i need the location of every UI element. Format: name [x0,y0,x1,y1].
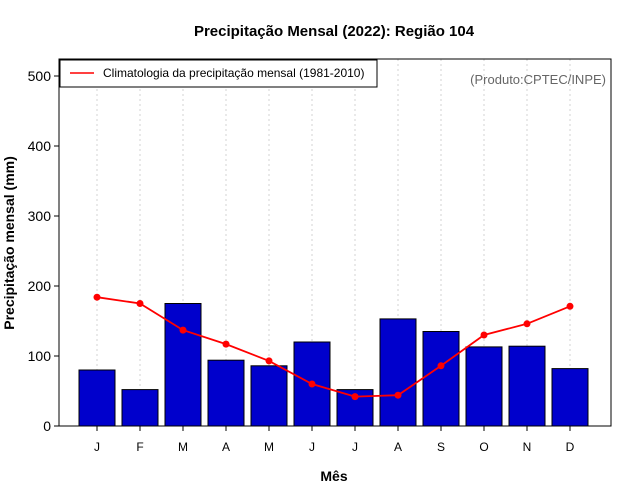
climatology-point-2 [179,326,187,334]
bar-7 [379,318,417,427]
y-tick-label-3: 300 [28,208,52,224]
y-tick-label-1: 100 [28,348,52,364]
product-credit: (Produto:CPTEC/INPE) [470,72,606,87]
y-tick-label-0: 0 [43,418,51,434]
y-tick-label-4: 400 [28,138,52,154]
climatology-point-11 [566,302,574,310]
x-tick-label-9: O [479,440,488,454]
climatology-point-4 [265,357,273,365]
bar-8 [422,331,460,427]
bars [78,303,589,427]
climatology-point-7 [394,391,402,399]
chart-title: Precipitação Mensal (2022): Região 104 [194,23,475,40]
x-tick-label-7: A [394,440,402,454]
x-axis-title: Mês [320,468,347,484]
climatology-point-6 [351,393,359,401]
x-tick-label-11: D [566,440,575,454]
climatology-point-5 [308,380,316,388]
x-tick-label-3: A [222,440,230,454]
bar-10 [508,345,546,427]
x-tick-label-6: J [352,440,358,454]
x-tick-label-8: S [437,440,445,454]
plot-frame [58,58,612,427]
y-axis-title: Precipitação mensal (mm) [1,156,17,330]
x-tick-label-4: M [264,440,274,454]
climatology-point-0 [93,293,101,301]
climatology-point-1 [136,300,144,307]
bar-2 [164,303,202,427]
bar-0 [78,369,116,427]
legend-label-climatology: Climatologia da precipitação mensal (198… [103,66,364,80]
bar-3 [207,359,245,427]
legend: Climatologia da precipitação mensal (198… [59,59,378,88]
climatology-point-10 [523,320,531,328]
y-tick-label-2: 200 [28,278,52,294]
bar-4 [250,365,288,427]
legend-box [59,59,378,88]
bar-11 [551,368,589,427]
climatology-line [96,296,571,398]
x-tick-label-2: M [178,440,188,454]
bar-9 [465,346,503,427]
climatology-point-9 [480,331,488,339]
climatology-point-3 [222,340,230,348]
climatology-point-8 [437,362,445,370]
x-tick-label-5: J [309,440,315,454]
bar-1 [121,389,159,427]
x-tick-label-1: F [136,440,143,454]
x-tick-label-0: J [94,440,100,454]
y-tick-label-5: 500 [28,68,52,84]
x-tick-label-10: N [523,440,532,454]
climatology-series [93,293,574,401]
y-axis: 0 100 200 300 400 500 [28,68,59,434]
